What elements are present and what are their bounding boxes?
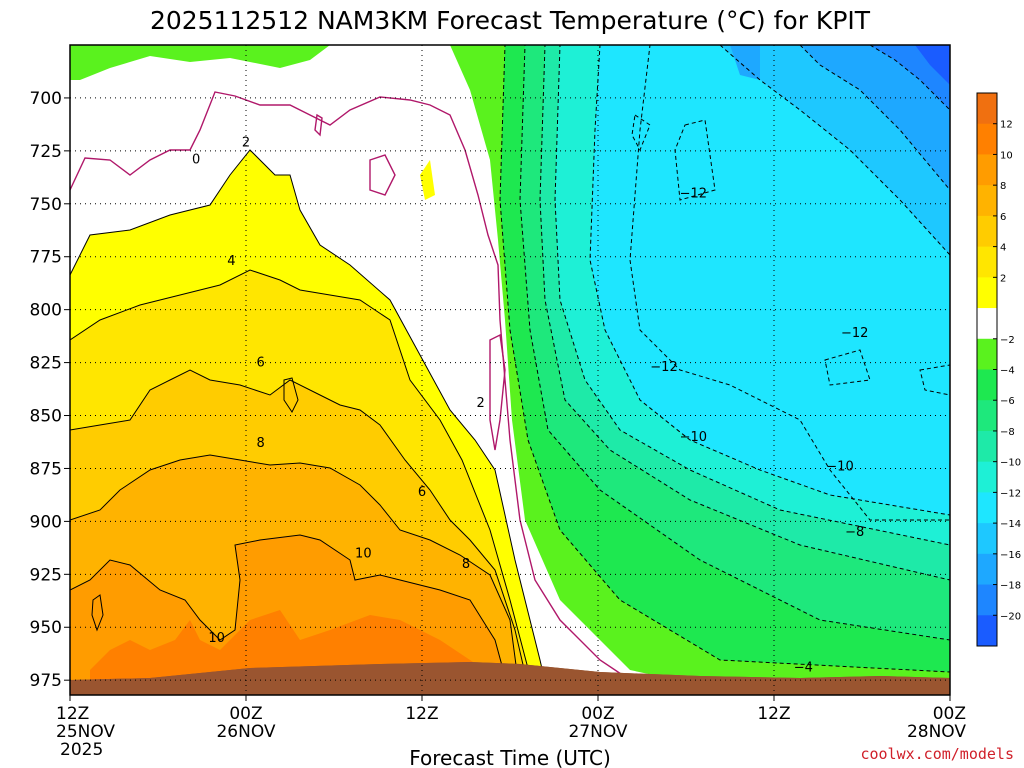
gridlines [70, 45, 950, 695]
y-tick-label: 900 [30, 512, 62, 532]
contour-label: 6 [418, 485, 426, 500]
x-axis-label: Forecast Time (UTC) [409, 746, 611, 768]
colorbar-swatch [977, 338, 997, 370]
colorbar-swatch [977, 277, 997, 309]
colorbar-swatch [977, 308, 997, 340]
colorbar: −20 −18 −16 −14 −12 −10 −8 −6 −4 −2 2 4 6 8 10 12 [976, 92, 1021, 647]
terrain [70, 662, 950, 695]
colorbar-swatch [977, 246, 997, 278]
y-tick-label: 925 [30, 565, 62, 585]
colorbar-swatch [977, 123, 997, 155]
colorbar-swatch [977, 93, 997, 125]
colorbar-label: −4 [1000, 366, 1015, 377]
colorbar-swatch [977, 215, 997, 248]
contour-label: 10 [208, 631, 225, 646]
x-tick-time: 00Z [933, 704, 966, 724]
plot-frame [69, 44, 951, 696]
colorbar-label: 2 [1000, 273, 1006, 284]
colorbar-label: −8 [1000, 427, 1015, 438]
y-tick-label: 950 [30, 618, 62, 638]
x-tick-time: 00Z [229, 704, 262, 724]
colorbar-swatch [977, 154, 997, 186]
x-tick-date: 28NOV [907, 722, 966, 742]
y-tick-label: 750 [30, 195, 62, 215]
colorbar-swatch [977, 400, 997, 432]
colorbar-swatch [977, 615, 997, 647]
colorbar-label: −14 [1000, 519, 1021, 530]
colorbar-label: −16 [1000, 550, 1021, 561]
x-tick-date: 27NOV [568, 722, 627, 742]
y-axis: 700 725 750 775 800 825 850 875 900 925 950 975 [30, 89, 70, 691]
y-tick-label: 825 [30, 354, 62, 374]
colorbar-label: 8 [1000, 181, 1006, 192]
contour-label: −8 [845, 525, 864, 540]
y-tick-label: 800 [30, 301, 62, 321]
contour-label: 8 [462, 557, 470, 572]
colorbar-label: −10 [1000, 458, 1021, 469]
y-tick-label: 775 [30, 248, 62, 268]
x-tick-date: 26NOV [216, 722, 275, 742]
temperature-fill [70, 45, 950, 695]
colorbar-label: −12 [1000, 488, 1021, 499]
colorbar-label: −18 [1000, 581, 1021, 592]
colorbar-label: −2 [1000, 335, 1015, 346]
colorbar-swatch [977, 553, 997, 586]
colorbar-label: 10 [1000, 150, 1013, 161]
colorbar-swatch [977, 430, 997, 463]
x-tick-time: 12Z [405, 704, 438, 724]
contour-label: 4 [227, 254, 235, 269]
colorbar-swatch [977, 584, 997, 616]
y-tick-label: 875 [30, 459, 62, 479]
colorbar-swatch [977, 185, 997, 217]
contour-label: −12 [680, 186, 707, 201]
credit-text: coolwx.com/models [860, 745, 1014, 763]
colorbar-swatch [977, 492, 997, 524]
colorbar-label: 6 [1000, 212, 1006, 223]
y-tick-label: 700 [30, 89, 62, 109]
colorbar-label: −6 [1000, 396, 1015, 407]
y-tick-label: 975 [30, 671, 62, 691]
contour-lines [70, 45, 950, 695]
contour-label: −12 [650, 360, 677, 375]
x-tick-date: 25NOV [56, 722, 115, 742]
colorbar-label: 12 [1000, 120, 1013, 131]
contour-label: −10 [680, 430, 707, 445]
x-tick-year: 2025 [60, 740, 103, 760]
contour-label: 2 [477, 396, 485, 411]
chart-title: 2025112512 NAM3KM Forecast Temperature (… [150, 6, 871, 35]
contour-label: 6 [257, 356, 265, 371]
x-tick-time: 12Z [757, 704, 790, 724]
x-tick-time: 12Z [56, 704, 89, 724]
colorbar-swatch [977, 523, 997, 555]
colorbar-label: 4 [1000, 243, 1006, 254]
contour-label: −4 [794, 661, 813, 676]
y-tick-label: 850 [30, 407, 62, 427]
colorbar-label: −20 [1000, 611, 1021, 622]
contour-label: 10 [355, 546, 372, 561]
contour-label: 8 [257, 436, 265, 451]
y-tick-label: 725 [30, 142, 62, 162]
colorbar-swatch [977, 461, 997, 493]
contour-label: 2 [242, 136, 250, 151]
contour-label: −10 [826, 459, 853, 474]
contour-label: −12 [841, 326, 868, 341]
x-tick-time: 00Z [581, 704, 614, 724]
contour-labels: 0 2 4 6 8 10 10 6 8 2 −12 −12 −10 −12 −10 −8 −4 [192, 136, 868, 676]
colorbar-swatch [977, 369, 997, 401]
contour-label: 0 [192, 152, 200, 167]
